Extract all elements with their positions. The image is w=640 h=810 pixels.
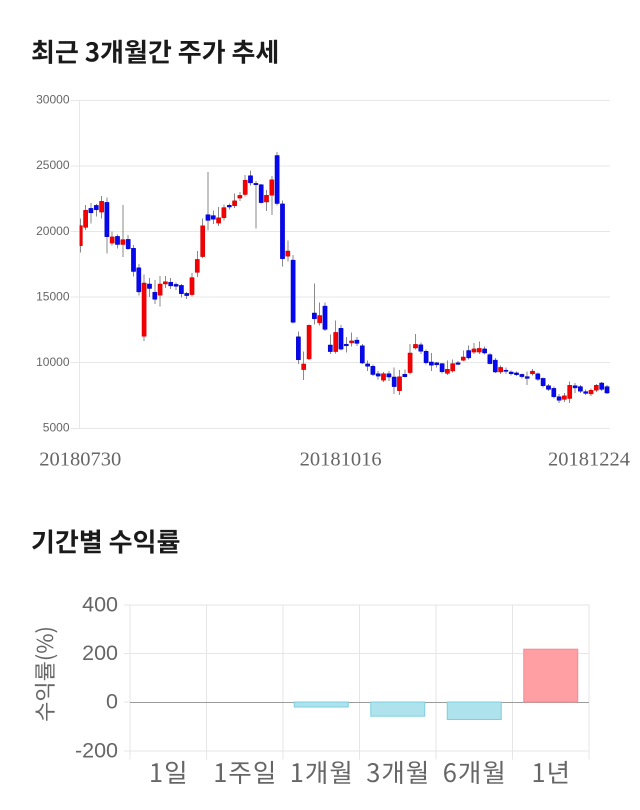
svg-text:15000: 15000 — [36, 289, 70, 303]
svg-text:5000: 5000 — [43, 421, 70, 435]
svg-text:20180730: 20180730 — [39, 449, 121, 471]
svg-text:25000: 25000 — [36, 158, 70, 172]
svg-text:10000: 10000 — [36, 355, 70, 369]
svg-text:20000: 20000 — [36, 224, 70, 238]
svg-text:400: 400 — [82, 592, 118, 616]
svg-text:30000: 30000 — [36, 93, 70, 107]
svg-text:0: 0 — [106, 689, 118, 713]
svg-text:-200: -200 — [75, 738, 118, 762]
svg-text:200: 200 — [82, 641, 118, 665]
svg-text:20181016: 20181016 — [300, 449, 382, 471]
svg-text:20181224: 20181224 — [548, 449, 630, 471]
